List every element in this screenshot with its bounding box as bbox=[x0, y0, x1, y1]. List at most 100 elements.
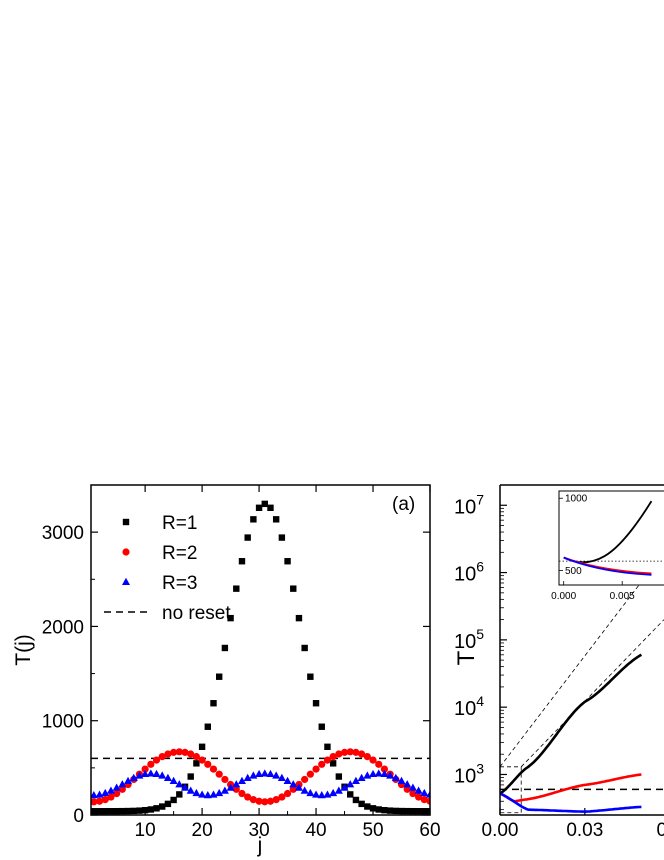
panel-b-x-tick-label: 0.0 bbox=[656, 820, 664, 841]
r1-point bbox=[159, 803, 166, 810]
r3-point bbox=[391, 773, 400, 781]
r1-point bbox=[409, 807, 417, 815]
r1-point bbox=[136, 807, 143, 814]
r1-point bbox=[364, 803, 371, 810]
r2-point bbox=[329, 753, 337, 761]
inset-x-tick-label: 0.005 bbox=[610, 591, 635, 602]
r1-point bbox=[290, 585, 297, 592]
r3-point bbox=[300, 786, 309, 794]
r1-point bbox=[284, 558, 291, 565]
r3-point bbox=[129, 773, 138, 781]
r1-point bbox=[404, 807, 411, 815]
r1-point bbox=[318, 723, 325, 730]
r2-point bbox=[244, 793, 252, 801]
r3-point bbox=[294, 783, 303, 791]
r1-point bbox=[238, 558, 246, 565]
legend-r3-marker bbox=[122, 577, 130, 585]
r2-point bbox=[255, 797, 263, 805]
r1-point bbox=[107, 808, 115, 815]
r1-point bbox=[141, 806, 149, 814]
r2-point bbox=[170, 748, 178, 756]
r1-point bbox=[358, 800, 365, 808]
r1-point bbox=[113, 807, 120, 815]
legend-label: no reset bbox=[162, 603, 231, 624]
r3-point bbox=[312, 790, 321, 798]
r1-point bbox=[164, 800, 172, 808]
r3-point bbox=[369, 769, 378, 778]
panel-b-x-tick-label: 0.03 bbox=[566, 820, 603, 841]
r2-point bbox=[312, 765, 320, 773]
r3-point bbox=[112, 783, 121, 791]
panel-b-blue-curve bbox=[500, 792, 642, 814]
r2-point bbox=[420, 796, 428, 804]
r1-point bbox=[198, 743, 206, 751]
r1-point bbox=[119, 807, 126, 815]
r2-point bbox=[215, 770, 223, 778]
r1-point bbox=[250, 516, 257, 523]
inset-series bbox=[559, 500, 664, 576]
r2-point bbox=[113, 789, 121, 798]
panel-a-x-label: j bbox=[257, 834, 263, 857]
panel-a-label: (a) bbox=[392, 494, 415, 515]
r1-point bbox=[210, 700, 217, 707]
r3-point bbox=[203, 791, 212, 799]
panel-a-series bbox=[91, 500, 430, 815]
r2-point bbox=[301, 775, 309, 784]
r1-point bbox=[392, 807, 400, 815]
x-tick-label: 10 bbox=[135, 820, 156, 841]
r3-point bbox=[181, 783, 190, 791]
r2-point bbox=[363, 753, 371, 761]
r1-point bbox=[347, 791, 354, 798]
x-tick-label: 30 bbox=[249, 820, 270, 841]
r1-point bbox=[91, 808, 98, 815]
zoom-box bbox=[500, 766, 522, 814]
r3-point bbox=[124, 776, 133, 785]
r3-point bbox=[163, 773, 172, 781]
r3-point bbox=[340, 783, 349, 791]
r3-point bbox=[420, 788, 429, 797]
r2-point bbox=[164, 750, 172, 758]
zoom-guide bbox=[500, 552, 664, 768]
r2-point bbox=[175, 748, 183, 756]
y-tick-label: 1000 bbox=[42, 712, 84, 733]
inset-y-tick-label: 500 bbox=[565, 566, 582, 577]
r2-point bbox=[249, 796, 257, 804]
panel-a-frame bbox=[90, 484, 431, 816]
r3-point bbox=[141, 769, 150, 778]
r1-point bbox=[170, 796, 177, 804]
r3-point bbox=[243, 773, 252, 781]
r1-point bbox=[272, 516, 280, 523]
r3-point bbox=[283, 776, 292, 785]
r2-point bbox=[346, 748, 354, 756]
x-tick-label: 40 bbox=[305, 820, 326, 841]
r1-point bbox=[153, 805, 160, 812]
r2-point bbox=[95, 797, 104, 805]
r2-point bbox=[198, 756, 206, 764]
r3-point bbox=[186, 786, 195, 794]
r2-point bbox=[147, 760, 155, 768]
x-tick-label: 50 bbox=[362, 820, 383, 841]
r1-point bbox=[398, 807, 405, 815]
r2-point bbox=[306, 770, 314, 778]
r1-point bbox=[307, 673, 314, 680]
r1-point bbox=[193, 760, 200, 767]
r1-point bbox=[267, 504, 274, 512]
r2-point bbox=[289, 785, 297, 793]
r1-point bbox=[329, 760, 337, 767]
r2-point bbox=[141, 765, 149, 773]
r2-point bbox=[261, 798, 269, 806]
r1-point bbox=[233, 585, 240, 592]
r2-point bbox=[278, 793, 286, 801]
panel-b-y-tick-label: 107 bbox=[454, 491, 484, 518]
r1-point bbox=[335, 773, 343, 780]
r1-point bbox=[215, 673, 223, 680]
r3-point bbox=[426, 790, 430, 798]
r1-point bbox=[426, 808, 430, 815]
r3-point bbox=[397, 776, 406, 785]
r1-point bbox=[204, 723, 211, 730]
r2-point bbox=[266, 797, 275, 805]
r2-point bbox=[232, 785, 240, 793]
panel-a-y-label: T(j) bbox=[12, 634, 35, 665]
inset-blue-curve bbox=[563, 556, 652, 576]
